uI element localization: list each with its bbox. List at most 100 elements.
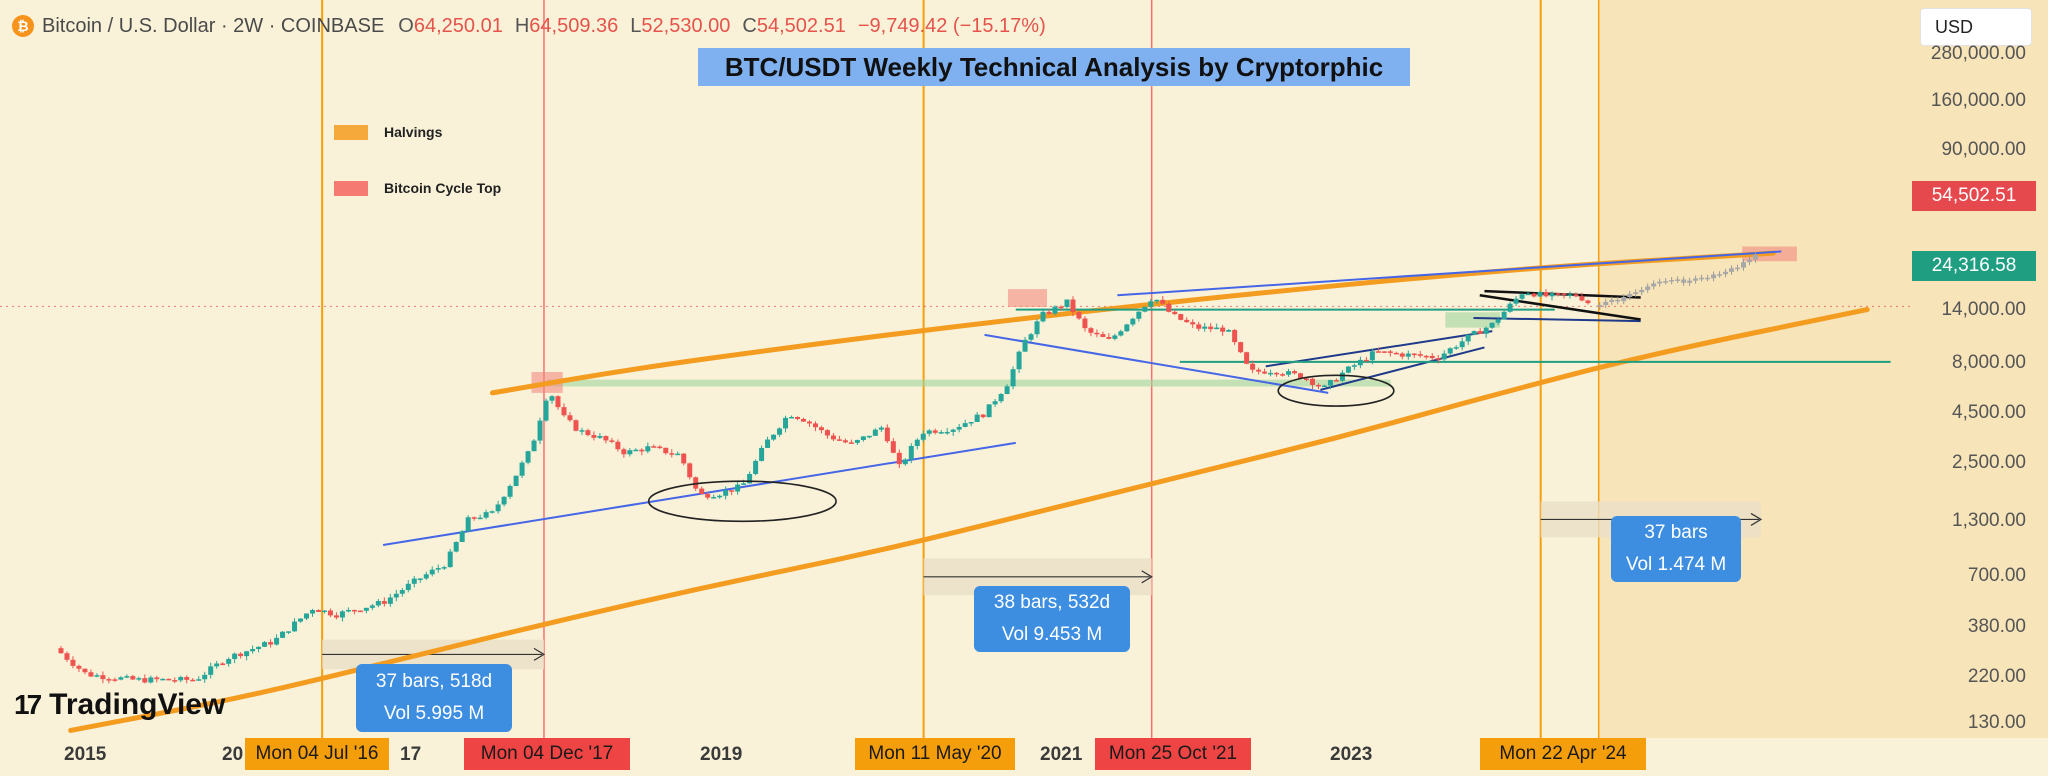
bull-candle (124, 676, 130, 678)
bear-candle (471, 517, 477, 519)
projection-candle (1597, 305, 1603, 307)
bull-candle (1327, 380, 1333, 386)
bull-candle (537, 420, 543, 441)
projection-candle (1657, 281, 1663, 284)
bear-candle (1381, 351, 1387, 353)
bull-candle (178, 677, 184, 681)
measure-info-box[interactable]: 37 bars Vol 1.474 M (1611, 516, 1741, 582)
bull-candle (369, 605, 375, 608)
bull-candle (968, 421, 974, 424)
bull-candle (1483, 327, 1489, 334)
bull-candle (214, 663, 220, 667)
bear-candle (154, 677, 160, 680)
bull-candle (1268, 372, 1274, 375)
currency-button[interactable]: USD (1920, 8, 2032, 46)
bear-candle (166, 678, 172, 681)
bull-candle (627, 450, 633, 455)
y-tick-label: 8,000.00 (1952, 352, 2026, 373)
bull-candle (1495, 319, 1501, 323)
measure-vol: Vol 9.453 M (1001, 624, 1103, 645)
bull-candle (950, 429, 956, 432)
trendline (1265, 330, 1493, 368)
bull-candle (771, 434, 777, 440)
projection-candle (1735, 267, 1741, 270)
bear-candle (1220, 327, 1226, 332)
bull-candle (735, 484, 741, 492)
ohlc-values: O64,250.01 H64,509.36 L52,530.00 C54,502… (398, 15, 1045, 38)
bull-candle (789, 416, 795, 419)
bull-candle (232, 653, 238, 660)
bull-candle (292, 621, 298, 632)
bear-candle (1387, 351, 1393, 353)
measure-info-box[interactable]: 38 bars, 532d Vol 9.453 M (974, 586, 1130, 652)
bear-candle (621, 449, 627, 455)
bull-candle (489, 511, 495, 513)
bull-candle (1525, 293, 1531, 296)
bear-candle (687, 463, 693, 478)
bear-candle (1196, 324, 1202, 329)
bull-candle (477, 517, 483, 520)
bitcoin-icon: ₿ (12, 15, 34, 37)
bear-candle (1315, 384, 1321, 387)
open-key: O (398, 14, 414, 37)
bear-candle (615, 441, 621, 450)
x-tick-label: 2019 (700, 744, 743, 765)
projection-candle (1615, 299, 1621, 302)
bear-candle (381, 601, 387, 604)
projection-candle (1609, 299, 1615, 302)
bear-candle (315, 610, 321, 612)
support-zone (547, 379, 1391, 387)
bear-candle (351, 609, 357, 612)
y-tick-label: 4,500.00 (1952, 402, 2026, 423)
bull-candle (298, 618, 304, 622)
bull-candle (1124, 324, 1130, 332)
bull-candle (160, 678, 166, 681)
bear-candle (357, 610, 363, 613)
bull-candle (1118, 331, 1124, 336)
bear-candle (1423, 355, 1429, 358)
bear-candle (1070, 299, 1076, 312)
measure-info-box[interactable]: 37 bars, 518d Vol 5.995 M (356, 664, 512, 732)
bull-candle (902, 459, 908, 465)
bear-candle (1435, 358, 1441, 360)
y-tick-label: 220.00 (1967, 666, 2026, 687)
bear-candle (1166, 303, 1172, 312)
bull-candle (645, 446, 651, 452)
projection-candle (1699, 277, 1705, 280)
bull-candle (747, 473, 753, 484)
bull-candle (1136, 311, 1142, 319)
bull-candle (309, 610, 315, 614)
bear-candle (1262, 371, 1268, 374)
cycle-top-zone (1007, 289, 1048, 307)
bull-candle (633, 449, 639, 452)
bear-candle (795, 416, 801, 419)
bull-candle (1471, 331, 1477, 335)
bull-candle (411, 578, 417, 584)
bull-candle (1447, 348, 1453, 354)
bull-candle (256, 646, 262, 650)
bull-candle (956, 426, 962, 430)
tradingview-logo: 17 TradingView (14, 688, 225, 722)
bear-candle (818, 427, 824, 431)
bull-candle (393, 593, 399, 598)
bear-candle (1184, 319, 1190, 323)
legend-cycle-top: Bitcoin Cycle Top (334, 180, 501, 196)
symbol-header[interactable]: ₿ Bitcoin / U.S. Dollar · 2W · COINBASE … (12, 10, 1046, 42)
trendline (1117, 250, 1782, 297)
bear-candle (172, 680, 178, 682)
bull-candle (280, 631, 286, 638)
measure-bars: 37 bars (1644, 522, 1708, 543)
bear-candle (327, 610, 333, 616)
bull-candle (1453, 347, 1459, 349)
bull-candle (1321, 385, 1327, 388)
bull-candle (303, 613, 309, 619)
bull-candle (262, 642, 268, 647)
low-key: L (630, 14, 642, 37)
projection-candle (1669, 279, 1675, 282)
projection-candle (1705, 277, 1711, 280)
bull-candle (723, 490, 729, 496)
projection-candle (1663, 281, 1669, 283)
bear-candle (1250, 363, 1256, 370)
bear-candle (1309, 378, 1315, 385)
